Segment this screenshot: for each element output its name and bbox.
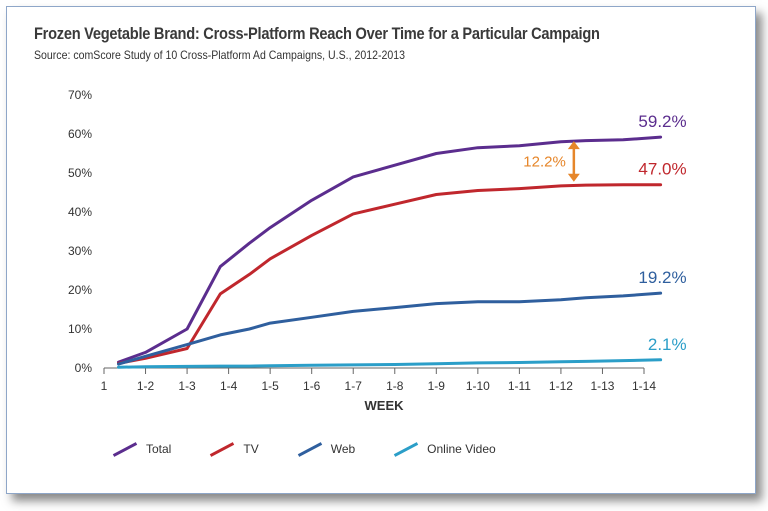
y-tick-label: 30% bbox=[68, 244, 92, 258]
y-tick-label: 50% bbox=[68, 166, 92, 180]
series-line-tv bbox=[117, 183, 663, 365]
y-tick-label: 20% bbox=[68, 283, 92, 297]
y-tick-label: 70% bbox=[68, 88, 92, 102]
end-label-web: 19.2% bbox=[638, 268, 686, 287]
y-tick-label: 60% bbox=[68, 127, 92, 141]
x-tick-label: 1-13 bbox=[590, 379, 614, 393]
legend-swatch-online-video bbox=[393, 441, 419, 457]
end-label-tv: 47.0% bbox=[638, 160, 686, 179]
chart-labels: 59.2% 47.0% 19.2% 2.1% 12.2% bbox=[523, 112, 686, 354]
x-tick-label: 1-2 bbox=[137, 379, 155, 393]
end-label-online-video: 2.1% bbox=[648, 335, 687, 354]
x-tick-label: 1-14 bbox=[632, 379, 656, 393]
legend-label-total: Total bbox=[146, 442, 172, 456]
legend-swatch-tv bbox=[210, 441, 235, 457]
x-tick-label: 1-3 bbox=[178, 379, 196, 393]
chart-subtitle: Source: comScore Study of 10 Cross-Platf… bbox=[34, 48, 405, 62]
end-label-total: 59.2% bbox=[638, 112, 686, 131]
line-chart: 0% 10% 20% 30% 40% 50% 60% 70% 1 1-2 1-3 1-4 1-5 1-6 1… bbox=[68, 88, 687, 413]
x-tick-label: 1-12 bbox=[549, 379, 573, 393]
x-tick-label: 1-7 bbox=[345, 379, 363, 393]
x-tick-label: 1-11 bbox=[508, 379, 531, 393]
chart-series bbox=[117, 135, 663, 369]
legend-item-online-video: Online Video bbox=[393, 441, 496, 457]
legend-item-total: Total bbox=[112, 441, 172, 457]
legend-label-web: Web bbox=[330, 442, 356, 456]
legend-label-online-video: Online Video bbox=[427, 442, 496, 456]
x-tick-label: 1-8 bbox=[386, 379, 404, 393]
y-tick-label: 0% bbox=[75, 361, 93, 375]
series-line-total bbox=[117, 135, 663, 364]
annotation-arrow-head-down bbox=[567, 173, 580, 182]
x-tick-label: 1-4 bbox=[220, 379, 238, 393]
series-line-online-video bbox=[117, 358, 663, 369]
x-tick-label: 1-6 bbox=[303, 379, 321, 393]
legend-item-tv: TV bbox=[209, 441, 259, 457]
figure-frame bbox=[6, 6, 756, 494]
legend-item-web: Web bbox=[297, 441, 356, 457]
annotation-label: 12.2% bbox=[523, 153, 566, 170]
legend-swatch-web bbox=[297, 441, 322, 457]
x-tick-label: 1-9 bbox=[428, 379, 446, 393]
chart-title: Frozen Vegetable Brand: Cross-Platform R… bbox=[34, 24, 600, 43]
legend-label-tv: TV bbox=[243, 442, 259, 456]
legend-swatch-total bbox=[112, 441, 138, 457]
series-line-web bbox=[117, 291, 663, 366]
y-tick-label: 10% bbox=[68, 322, 92, 336]
x-tick-label: 1 bbox=[101, 379, 108, 393]
x-tick-label: 1-10 bbox=[466, 379, 490, 393]
annotation-arrow-head-up bbox=[567, 141, 580, 150]
chart-card: Frozen Vegetable Brand: Cross-Platform R… bbox=[12, 10, 750, 488]
chart-axes: 0% 10% 20% 30% 40% 50% 60% 70% 1 1-2 1-3 1-4 1-5 1-6 1… bbox=[68, 88, 656, 413]
y-tick-label: 40% bbox=[68, 205, 92, 219]
x-tick-label: 1-5 bbox=[261, 379, 279, 393]
legend: Total TV Web Online Video bbox=[112, 441, 496, 457]
x-axis-title: WEEK bbox=[365, 398, 405, 413]
